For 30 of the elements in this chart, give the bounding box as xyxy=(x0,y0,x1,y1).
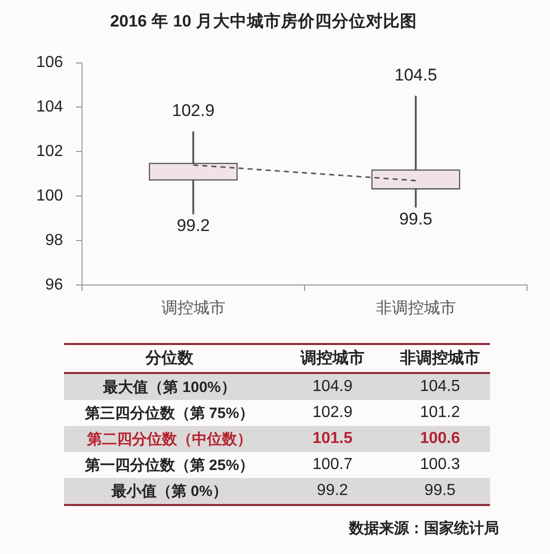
series-label: 调控城市 xyxy=(275,344,390,373)
data-label: 100.7 xyxy=(275,452,390,478)
y-tick-label: 98 xyxy=(45,232,64,249)
category-label: 最大值（第 100%） xyxy=(64,373,275,400)
annotation: 102.9 xyxy=(172,100,215,120)
annotation: 99.5 xyxy=(399,209,432,228)
annotation: 104.5 xyxy=(394,65,438,84)
data-label: 104.9 xyxy=(275,373,390,400)
category-label: 第一四分位数（第 25%） xyxy=(64,452,275,478)
data-label: 104.5 xyxy=(390,373,490,400)
y-tick-label: 102 xyxy=(36,143,64,160)
data-label: 101.2 xyxy=(390,400,490,426)
data-label: 99.5 xyxy=(390,478,490,505)
data-label: 99.2 xyxy=(275,478,390,505)
data-label: 100.3 xyxy=(390,452,490,478)
text: 分位数 xyxy=(64,344,275,373)
y-tick-label: 96 xyxy=(45,276,64,294)
series-label: 非调控城市 xyxy=(390,344,490,373)
annotation: 99.2 xyxy=(176,216,210,236)
category-label: 最小值（第 0%） xyxy=(64,478,275,505)
data-label: 102.9 xyxy=(275,400,390,426)
chart-title: 2016 年 10 月大中城市房价四分位对比图 xyxy=(110,11,417,30)
category-label: 第二四分位数（中位数） xyxy=(64,426,275,452)
y-tick-label: 106 xyxy=(36,54,64,72)
data-label: 100.6 xyxy=(390,426,490,452)
data-label: 101.5 xyxy=(275,426,390,452)
source-note: 数据来源：国家统计局 xyxy=(348,519,500,538)
y-tick-label: 104 xyxy=(36,98,64,116)
category-label: 第三四分位数（第 75%） xyxy=(64,400,275,426)
y-tick-label: 100 xyxy=(36,188,64,205)
